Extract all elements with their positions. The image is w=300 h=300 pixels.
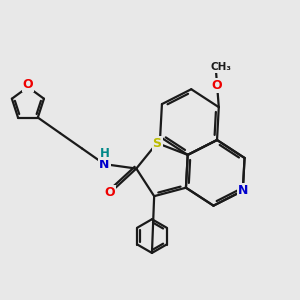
Text: CH₃: CH₃	[211, 62, 232, 72]
Text: S: S	[152, 136, 161, 149]
Text: N: N	[238, 184, 248, 197]
Text: N: N	[99, 158, 110, 171]
Text: O: O	[212, 80, 223, 92]
Text: O: O	[22, 78, 33, 91]
Text: O: O	[104, 186, 115, 199]
Text: H: H	[99, 146, 109, 160]
